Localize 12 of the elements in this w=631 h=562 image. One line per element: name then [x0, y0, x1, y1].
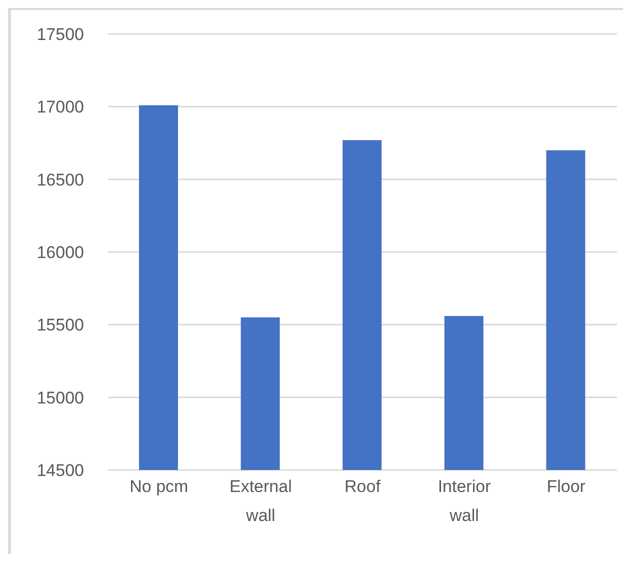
x-tick-label: Interior wall	[438, 477, 492, 525]
x-tick-label: No pcm	[130, 477, 188, 496]
y-tick-label: 17000	[36, 98, 84, 117]
y-tick-label: 14500	[36, 461, 84, 480]
y-tick-label: 16000	[36, 243, 84, 262]
x-tick-label: Roof	[344, 477, 381, 496]
y-tick-label: 15000	[36, 388, 84, 408]
x-tick-label: External wall	[230, 477, 292, 525]
y-tick-label: 16500	[36, 170, 84, 190]
x-tick-label: Floor	[546, 477, 586, 496]
y-tick-label: 17500	[36, 25, 84, 44]
y-tick-label: 15500	[36, 316, 84, 335]
